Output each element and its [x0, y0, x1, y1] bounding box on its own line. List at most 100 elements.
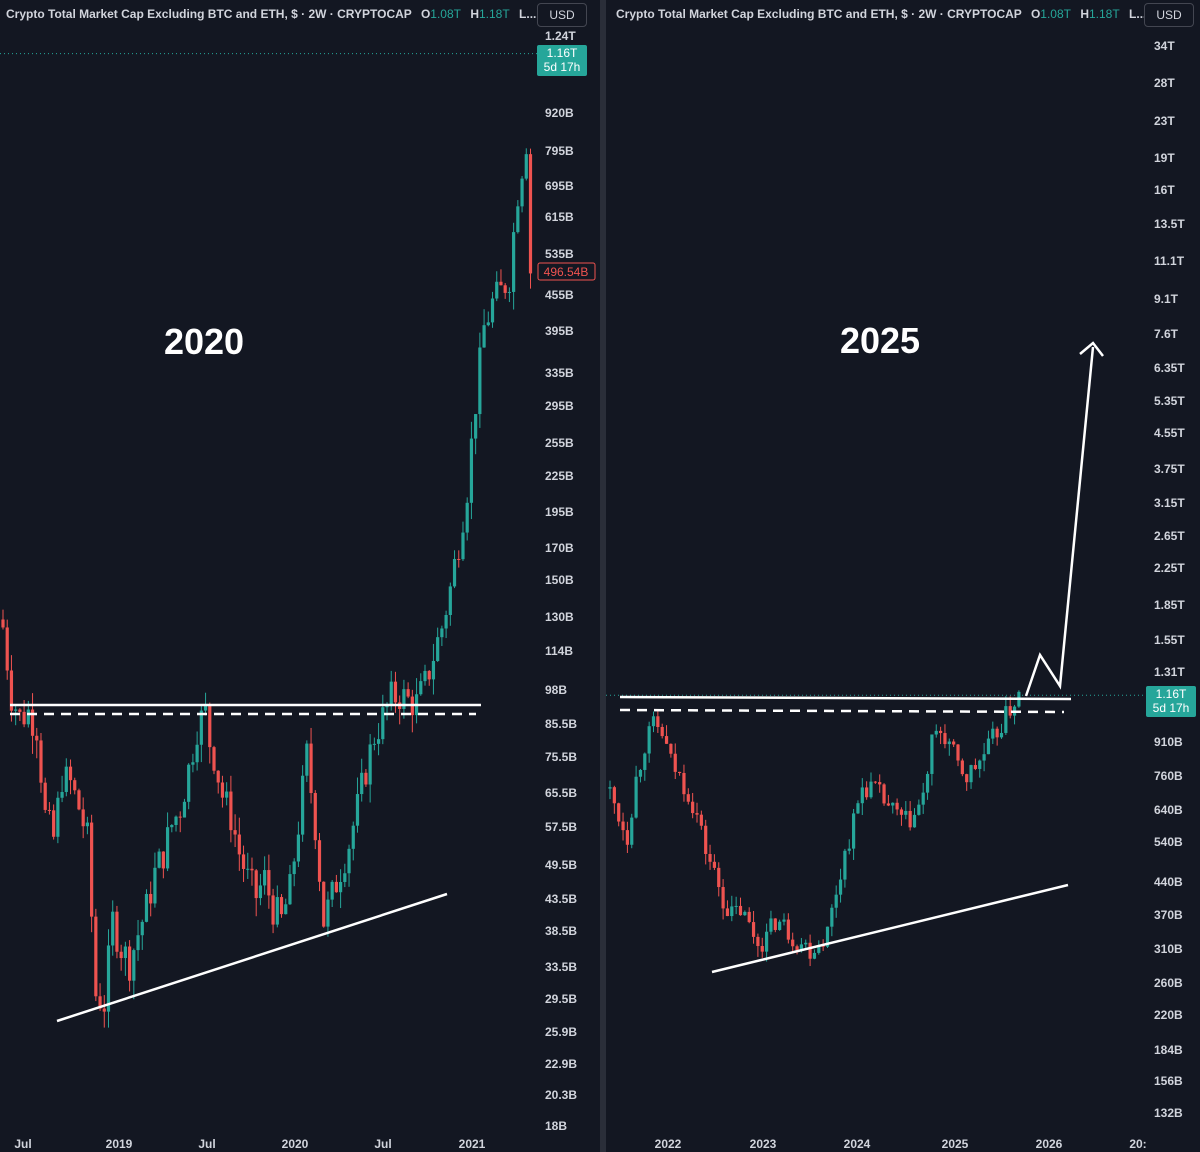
price-tick-label: 49.5B	[545, 858, 577, 872]
candles	[608, 690, 1021, 967]
symbol-title: Crypto Total Market Cap Excluding BTC an…	[6, 7, 412, 21]
time-tick-label: Jul	[198, 1137, 215, 1151]
candle-body	[804, 942, 808, 945]
left-chart-header: Crypto Total Market Cap Excluding BTC an…	[6, 7, 536, 21]
candle-body	[891, 802, 895, 806]
candle-body	[756, 936, 760, 947]
candle-body	[35, 735, 39, 741]
panel-divider[interactable]	[600, 0, 606, 1152]
candle-body	[921, 792, 925, 805]
candle-body	[284, 904, 288, 915]
candle-body	[617, 803, 621, 822]
price-tick-label: 910B	[1154, 735, 1183, 749]
candle-body	[461, 532, 465, 560]
candle-body	[503, 285, 507, 293]
currency-button[interactable]: USD	[1144, 3, 1194, 27]
candle-body	[520, 178, 524, 207]
time-axis: Jul 2019 Jul 2020 Jul 2021	[14, 1137, 485, 1151]
time-tick-label: Jul	[14, 1137, 31, 1151]
candle-body	[747, 911, 751, 923]
candle-body	[873, 781, 877, 783]
candle-body	[389, 681, 393, 705]
resistance-dashed-line	[619, 708, 1065, 714]
price-tick-label: 295B	[545, 399, 574, 413]
candle-body	[246, 868, 250, 870]
candle-body	[237, 834, 241, 855]
currency-button[interactable]: USD	[537, 3, 587, 27]
candle-body	[94, 916, 98, 997]
candle-body	[229, 791, 233, 831]
open-label: O	[1030, 7, 1041, 21]
price-tick-label: 34T	[1154, 39, 1175, 53]
time-tick-label: 2023	[750, 1137, 777, 1151]
price-tick-label: 795B	[545, 144, 574, 158]
price-tick-label: 920B	[545, 106, 574, 120]
candle-body	[448, 586, 452, 616]
right-chart-canvas[interactable]: 34T 28T 23T 19T 16T 13.5T 11.1T 9.1T 7.6T 6.35T 5.…	[606, 0, 1200, 1152]
high-label: H	[470, 7, 479, 21]
candle-body	[516, 206, 520, 233]
price-tick-label: 19T	[1154, 151, 1175, 165]
candle-body	[634, 776, 638, 818]
price-tick-label: 395B	[545, 324, 574, 338]
candle-body	[469, 438, 474, 503]
candle-body	[161, 851, 165, 869]
candle-body	[334, 881, 338, 893]
candle-body	[296, 834, 300, 862]
last-price-badge-bg	[537, 262, 596, 281]
candle-body	[178, 816, 182, 818]
time-tick-label: 20:	[1129, 1137, 1146, 1151]
price-tick-label: 615B	[545, 210, 574, 224]
candle-body	[808, 942, 812, 959]
candle-body	[817, 945, 821, 953]
price-tick-label: 25.9B	[545, 1025, 577, 1039]
candle-body	[106, 945, 111, 1012]
candle-body	[309, 743, 313, 794]
candle-body	[630, 817, 634, 845]
candle-body	[647, 726, 651, 754]
candle-body	[22, 711, 26, 725]
price-axis: 1.24T 920B 795B 695B 615B 535B 455B 395B 335B 295…	[545, 29, 577, 1133]
candle-body	[195, 744, 199, 763]
price-tick-label: 38.5B	[545, 924, 577, 938]
candle-body	[830, 907, 834, 927]
price-tick-label: 1.31T	[1154, 665, 1185, 679]
candle-body	[364, 772, 368, 785]
candle-body	[203, 703, 208, 711]
price-tick-label: 98B	[545, 683, 567, 697]
symbol-title: Crypto Total Market Cap Excluding BTC an…	[616, 7, 1022, 21]
left-chart-panel[interactable]: 1.24T 920B 795B 695B 615B 535B 455B 395B 335B 295…	[0, 0, 600, 1152]
candle-body	[182, 801, 187, 818]
candle-body	[474, 414, 478, 439]
candle-body	[174, 816, 178, 826]
price-tick-label: 1.55T	[1154, 633, 1185, 647]
price-tick-label: 335B	[545, 366, 574, 380]
right-chart-panel[interactable]: 34T 28T 23T 19T 16T 13.5T 11.1T 9.1T 7.6T 6.35T 5.…	[606, 0, 1200, 1152]
candle-body	[26, 709, 30, 725]
candle-body	[904, 810, 908, 815]
candle-body	[843, 850, 847, 880]
candle-body	[799, 944, 803, 951]
candle-body	[482, 325, 486, 348]
price-tick-label: 7.6T	[1154, 327, 1179, 341]
candle-body	[360, 772, 364, 795]
candle-body	[786, 919, 790, 940]
left-chart-canvas[interactable]: 1.24T 920B 795B 695B 615B 535B 455B 395B 335B 295…	[0, 0, 600, 1152]
candle-body	[14, 709, 18, 711]
candle-body	[625, 830, 629, 845]
candle-body	[98, 996, 102, 1009]
support-trendline	[711, 883, 1069, 974]
candle-body	[825, 926, 830, 947]
high-value: 1.18T	[1089, 7, 1120, 21]
candle-body	[452, 558, 457, 587]
price-tick-label: 33.5B	[545, 960, 577, 974]
candle-body	[778, 921, 782, 930]
current-price-label: 1.16T	[547, 46, 578, 60]
candle-body	[115, 911, 119, 952]
candle-body	[943, 733, 947, 745]
candle-body	[170, 825, 174, 828]
time-tick-label: 2026	[1036, 1137, 1063, 1151]
price-tick-label: 370B	[1154, 908, 1183, 922]
candle-body	[878, 782, 882, 785]
candle-body	[339, 881, 343, 893]
